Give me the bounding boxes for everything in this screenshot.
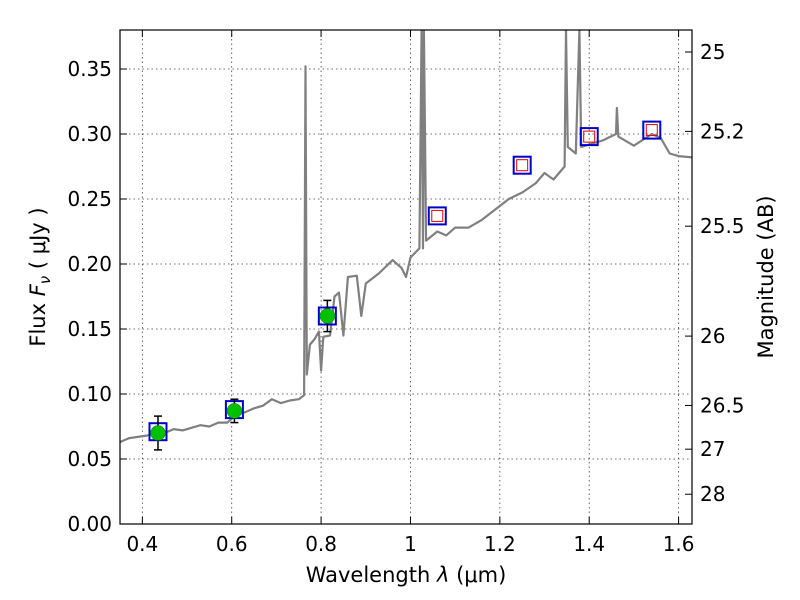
y-tick-label: 0.05: [67, 447, 112, 471]
points-layer: [148, 120, 662, 451]
x-axis-title: Wavelength λ (μm): [306, 563, 507, 587]
y2-tick-label: 27: [700, 437, 725, 461]
x-tick-label: 1.4: [573, 532, 605, 556]
y2-tick-label: 25: [700, 40, 725, 64]
y2-tick-label: 28: [700, 482, 725, 506]
y-tick-label: 0.35: [67, 57, 112, 81]
x-tick-label: 1.6: [663, 532, 695, 556]
y-tick-label: 0.15: [67, 317, 112, 341]
y2-tick-label: 26: [700, 324, 725, 348]
spectrum-line: [120, 30, 692, 444]
y-tick-label: 0.10: [67, 382, 112, 406]
plot-frame: [119, 29, 693, 525]
observed-photometry-point: [226, 403, 243, 419]
model-photometry-square: [579, 127, 599, 147]
model-photometry-square: [427, 206, 447, 226]
x-tick-label: 0.6: [216, 532, 248, 556]
spectrum-layer: [120, 30, 692, 444]
y-axis-title: Flux Fν ( μJy ): [26, 207, 54, 346]
observed-photometry-point: [319, 308, 336, 324]
model-photometry-inner-square: [431, 209, 444, 222]
y-tick-label: 0.30: [67, 122, 112, 146]
model-photometry-inner-square: [516, 159, 529, 172]
observed-photometry-point: [150, 425, 166, 441]
tick-labels: 0.4 0.6 0.8 1 1.2 1.4 1.6 0.00 0.05 0.10 0.15 0.20 0…: [67, 40, 744, 556]
y2-axis-title: Magnitude (AB): [754, 195, 778, 358]
model-photometry-inner-square: [645, 124, 658, 137]
model-photometry-square: [642, 120, 662, 140]
model-photometry-square: [512, 155, 532, 175]
y2-tick-label: 26.5: [700, 393, 745, 417]
y2-tick-label: 25.5: [700, 214, 745, 238]
x-tick-label: 0.8: [305, 532, 337, 556]
x-tick-label: 0.4: [126, 532, 158, 556]
x-tick-label: 1: [404, 532, 417, 556]
ticks: [120, 30, 692, 525]
model-photometry-inner-square: [583, 130, 596, 143]
y2-tick-label: 25.2: [700, 119, 745, 143]
y-tick-label: 0.00: [67, 512, 112, 536]
y-tick-label: 0.20: [67, 252, 112, 276]
x-tick-label: 1.2: [484, 532, 516, 556]
y-tick-label: 0.25: [67, 187, 112, 211]
